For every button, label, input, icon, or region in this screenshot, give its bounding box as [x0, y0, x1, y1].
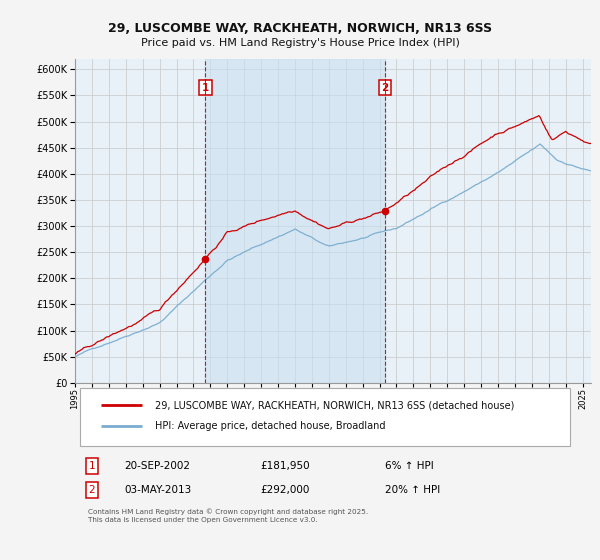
Text: 1: 1 — [202, 82, 209, 92]
Text: 03-MAY-2013: 03-MAY-2013 — [124, 486, 191, 495]
Text: 29, LUSCOMBE WAY, RACKHEATH, NORWICH, NR13 6SS (detached house): 29, LUSCOMBE WAY, RACKHEATH, NORWICH, NR… — [155, 400, 514, 410]
Text: 2: 2 — [89, 486, 95, 495]
Text: 20-SEP-2002: 20-SEP-2002 — [124, 461, 190, 470]
Text: £292,000: £292,000 — [261, 486, 310, 495]
Text: 29, LUSCOMBE WAY, RACKHEATH, NORWICH, NR13 6SS: 29, LUSCOMBE WAY, RACKHEATH, NORWICH, NR… — [108, 22, 492, 35]
Text: Contains HM Land Registry data © Crown copyright and database right 2025.
This d: Contains HM Land Registry data © Crown c… — [88, 508, 368, 523]
Text: 20% ↑ HPI: 20% ↑ HPI — [385, 486, 440, 495]
FancyBboxPatch shape — [80, 388, 571, 446]
Text: £181,950: £181,950 — [261, 461, 310, 470]
Text: Price paid vs. HM Land Registry's House Price Index (HPI): Price paid vs. HM Land Registry's House … — [140, 38, 460, 48]
Text: HPI: Average price, detached house, Broadland: HPI: Average price, detached house, Broa… — [155, 421, 385, 431]
Text: 1: 1 — [89, 461, 95, 470]
Bar — [205, 59, 385, 383]
Text: 2: 2 — [382, 82, 389, 92]
Text: 6% ↑ HPI: 6% ↑ HPI — [385, 461, 433, 470]
